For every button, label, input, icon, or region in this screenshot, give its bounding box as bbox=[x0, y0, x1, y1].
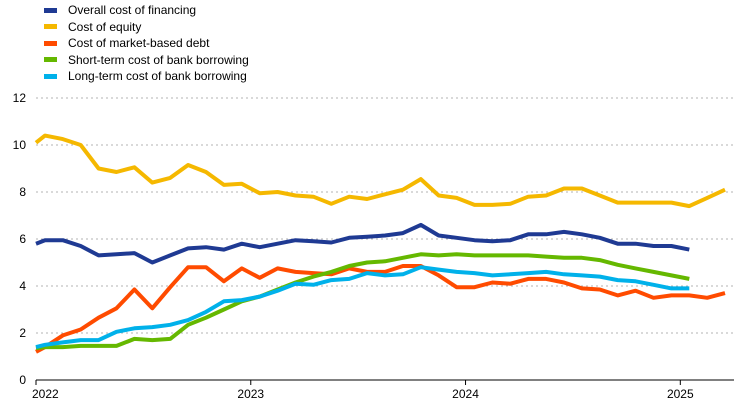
legend-label: Overall cost of financing bbox=[68, 3, 197, 18]
legend-item: Short-term cost of bank borrowing bbox=[44, 52, 249, 69]
x-tick-label: 2022 bbox=[32, 387, 59, 401]
y-tick-label: 0 bbox=[19, 373, 26, 387]
gridlines bbox=[36, 97, 734, 334]
legend-label: Cost of equity bbox=[68, 19, 142, 34]
legend-item: Cost of equity bbox=[44, 19, 249, 36]
legend-swatch bbox=[44, 7, 57, 13]
y-tick-label: 12 bbox=[13, 91, 27, 105]
y-tick-label: 8 bbox=[19, 185, 26, 199]
y-axis: 0 2 4 6 8 10 12 bbox=[13, 91, 27, 387]
legend-swatch bbox=[44, 73, 57, 79]
series-line-4 bbox=[35, 265, 690, 350]
series-lines bbox=[34, 133, 726, 354]
series-line-0 bbox=[35, 222, 690, 265]
legend-label: Short-term cost of bank borrowing bbox=[68, 52, 249, 67]
legend-item: Overall cost of financing bbox=[44, 2, 249, 19]
legend-swatch bbox=[44, 40, 57, 46]
x-tick-label: 2025 bbox=[667, 387, 694, 401]
series-line-3 bbox=[35, 252, 690, 351]
legend-swatch bbox=[44, 57, 57, 63]
legend-label: Long-term cost of bank borrowing bbox=[68, 69, 247, 84]
x-tick-label: 2024 bbox=[452, 387, 479, 401]
legend: Overall cost of financing Cost of equity C… bbox=[44, 2, 249, 85]
y-tick-label: 2 bbox=[19, 326, 26, 340]
legend-label: Cost of market-based debt bbox=[68, 36, 210, 51]
series-line-1 bbox=[34, 133, 726, 209]
y-tick-label: 6 bbox=[19, 232, 26, 246]
legend-item: Long-term cost of bank borrowing bbox=[44, 68, 249, 85]
x-tick-label: 2023 bbox=[237, 387, 264, 401]
legend-item: Cost of market-based debt bbox=[44, 35, 249, 52]
y-tick-label: 4 bbox=[19, 279, 26, 293]
y-tick-label: 10 bbox=[13, 138, 27, 152]
x-axis: 2022 2023 2024 2025 bbox=[32, 379, 734, 401]
series-line-2 bbox=[35, 264, 726, 354]
legend-swatch bbox=[44, 24, 57, 30]
